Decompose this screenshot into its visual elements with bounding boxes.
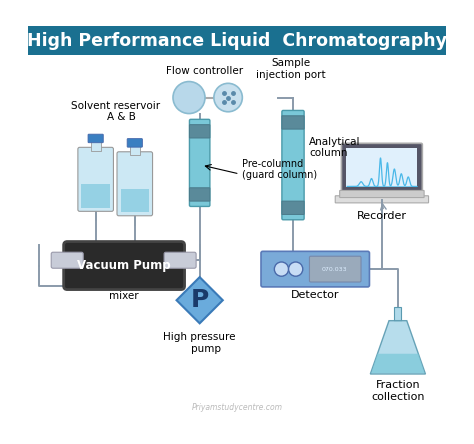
Bar <box>394 307 401 321</box>
Bar <box>120 189 149 212</box>
Text: 070.033: 070.033 <box>322 266 347 272</box>
FancyBboxPatch shape <box>51 252 83 268</box>
Circle shape <box>214 83 242 112</box>
Circle shape <box>289 262 303 276</box>
FancyBboxPatch shape <box>190 188 210 201</box>
FancyBboxPatch shape <box>78 147 113 211</box>
FancyBboxPatch shape <box>340 190 424 198</box>
Polygon shape <box>176 277 223 323</box>
Text: Solvent reservoir
    A & B: Solvent reservoir A & B <box>71 101 160 123</box>
FancyBboxPatch shape <box>190 125 210 138</box>
Text: Fraction
collection: Fraction collection <box>371 380 425 402</box>
Text: Detector: Detector <box>291 290 339 301</box>
Polygon shape <box>371 354 425 373</box>
FancyBboxPatch shape <box>335 196 428 203</box>
FancyBboxPatch shape <box>88 134 103 143</box>
FancyBboxPatch shape <box>261 251 369 287</box>
Bar <box>130 145 140 155</box>
FancyBboxPatch shape <box>164 252 196 268</box>
FancyBboxPatch shape <box>310 256 361 282</box>
FancyBboxPatch shape <box>117 152 153 216</box>
FancyBboxPatch shape <box>64 242 184 289</box>
Bar <box>346 148 418 187</box>
Circle shape <box>274 262 289 276</box>
Polygon shape <box>370 321 426 374</box>
Text: High pressure
    pump: High pressure pump <box>164 332 236 354</box>
FancyBboxPatch shape <box>28 27 446 55</box>
Text: Analytical
column: Analytical column <box>309 137 361 158</box>
FancyBboxPatch shape <box>282 201 304 214</box>
Text: Recorder: Recorder <box>357 211 407 221</box>
Text: High Performance Liquid  Chromatography: High Performance Liquid Chromatography <box>27 32 447 50</box>
Circle shape <box>173 82 205 114</box>
FancyBboxPatch shape <box>127 139 142 147</box>
Text: P: P <box>191 288 209 312</box>
FancyBboxPatch shape <box>341 143 422 192</box>
Text: Flow controller: Flow controller <box>165 66 243 76</box>
Text: mixer: mixer <box>109 291 139 301</box>
Bar <box>82 184 110 208</box>
FancyBboxPatch shape <box>282 116 304 129</box>
Text: Pre-columnd
(guard column): Pre-columnd (guard column) <box>242 159 318 180</box>
FancyBboxPatch shape <box>190 119 210 206</box>
Text: Sample
injection port: Sample injection port <box>256 58 326 80</box>
Text: Vacuum Pump: Vacuum Pump <box>77 259 171 272</box>
FancyBboxPatch shape <box>282 111 304 220</box>
Bar <box>91 140 101 151</box>
Text: Priyamstudycentre.com: Priyamstudycentre.com <box>191 403 283 412</box>
